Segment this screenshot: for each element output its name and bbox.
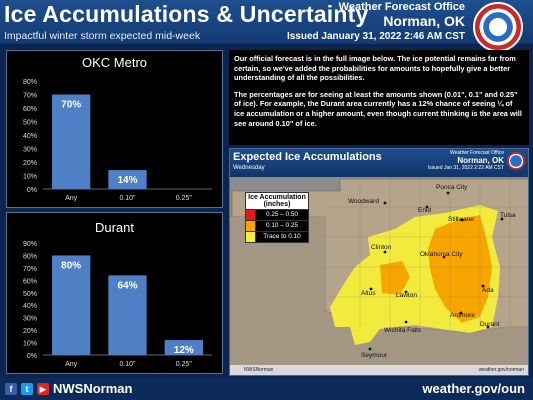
y-tick-label: 30% [23, 147, 37, 154]
city-tulsa: Tulsa [500, 212, 516, 219]
youtube-icon[interactable]: ▶ [37, 383, 49, 395]
bar [108, 170, 147, 189]
explanation-paragraph-1: Our official forecast is in the full ima… [234, 54, 516, 83]
map-office-city: Norman, OK [457, 156, 504, 165]
ice-accumulation-map: Ponca City Woodward Enid Stillwater Tuls… [230, 177, 528, 367]
legend-title: Ice Accumulation (inches) [248, 194, 306, 208]
city-enid: Enid [418, 207, 431, 214]
bar [52, 255, 91, 355]
footer-handle[interactable]: NWSNorman [53, 381, 133, 396]
legend-item: 0.25 – 0.50 [246, 209, 308, 220]
legend-swatch [246, 221, 256, 231]
issued-timestamp: Issued January 31, 2022 2:46 AM CST [286, 31, 465, 42]
map-office-block: Weather Forecast Office Norman, OK Issue… [428, 150, 504, 171]
y-tick-label: 50% [23, 291, 37, 298]
y-tick-label: 60% [23, 106, 37, 113]
city-clinton: Clinton [371, 244, 392, 251]
legend-item: Trace to 0.10 [246, 231, 308, 242]
nws-logo-icon [473, 2, 523, 52]
y-tick-label: 20% [23, 160, 37, 167]
y-tick-label: 80% [23, 253, 37, 260]
explanation-panel: Our official forecast is in the full ima… [229, 50, 529, 145]
x-tick-label: 0.10" [119, 195, 136, 202]
map-nws-logo-icon [507, 152, 525, 170]
durant-chart-panel: Durant 0% 10% 20% 30% 40% 50% 60% 70% 80% 90% 80% A… [6, 212, 223, 374]
y-tick-label: 70% [23, 266, 37, 273]
twitter-icon[interactable]: t [21, 383, 33, 395]
city-ponca: Ponca City [436, 184, 468, 191]
legend-swatch [246, 232, 256, 242]
map-office-label: Weather Forecast Office [449, 150, 504, 156]
facebook-icon[interactable]: f [5, 383, 17, 395]
page-title: Ice Accumulations & Uncertainty [4, 1, 369, 27]
data-label: 12% [174, 345, 194, 356]
x-tick-label: Any [65, 361, 78, 368]
legend-label: 0.25 – 0.50 [256, 210, 308, 220]
okc-chart-title: OKC Metro [81, 55, 147, 70]
okc-chart: 0% 10% 20% 30% 40% 50% 60% 70% 80% 70% Any 14% 0.10"… [23, 79, 212, 202]
legend-label: Trace to 0.10 [256, 232, 308, 242]
y-tick-label: 50% [23, 120, 37, 127]
map-title: Expected Ice Accumulations [233, 151, 382, 163]
footer-bar: f t ▶ NWSNorman weather.gov/oun [0, 378, 533, 400]
legend-label: 0.10 – 0.25 [256, 221, 308, 231]
y-tick-label: 0% [27, 187, 37, 194]
x-tick-label: Any [65, 195, 78, 202]
page-subtitle: Impactful winter storm expected mid-week [4, 30, 201, 42]
explanation-paragraph-2: The percentages are for seeing at least … [234, 89, 522, 128]
city-woodward: Woodward [348, 198, 379, 205]
bar [108, 275, 147, 355]
city-durant: Durant [480, 321, 500, 328]
data-label: 64% [117, 280, 137, 291]
x-tick-label: 0.25" [176, 195, 193, 202]
map-legend: Ice Accumulation (inches) 0.25 – 0.50 0.… [245, 192, 309, 243]
office-city: Norman, OK [383, 13, 465, 29]
x-tick-label: 0.10" [119, 361, 136, 368]
data-label: 80% [61, 260, 81, 271]
okc-chart-panel: OKC Metro 0% 10% 20% 30% 40% 50% 60% 70% 80% 70% A… [6, 50, 223, 208]
header-banner: Ice Accumulations & Uncertainty Impactfu… [0, 0, 533, 52]
y-tick-label: 70% [23, 93, 37, 100]
map-footer: NWSNorman weather.gov/norman [230, 365, 528, 375]
map-footer-handle: NWSNorman [244, 367, 274, 373]
y-tick-label: 40% [23, 133, 37, 140]
city-lawton: Lawton [396, 292, 417, 299]
durant-chart: 0% 10% 20% 30% 40% 50% 60% 70% 80% 90% 80% Any 64% 0.… [23, 241, 212, 368]
data-label: 70% [61, 100, 81, 111]
x-tick-label: 0.25" [176, 361, 193, 368]
ice-map-panel: Expected Ice Accumulations Wednesday Wea… [229, 148, 529, 376]
y-tick-label: 10% [23, 174, 37, 181]
bar [164, 340, 203, 355]
map-header: Expected Ice Accumulations Wednesday Wea… [230, 149, 528, 177]
city-ada: Ada [482, 287, 494, 294]
city-altus: Altus [361, 290, 376, 297]
y-tick-label: 30% [23, 316, 37, 323]
city-okc: Oklahoma City [420, 251, 463, 258]
office-label: Weather Forecast Office [338, 1, 465, 13]
y-tick-label: 90% [23, 241, 37, 248]
map-footer-site: weather.gov/norman [478, 367, 524, 373]
city-wichita-falls: Wichita Falls [384, 327, 422, 334]
y-tick-label: 10% [23, 341, 37, 348]
city-stillwater: Stillwater [448, 216, 475, 223]
legend-swatch [246, 210, 256, 220]
map-issued: Issued Jan 31, 2022 2:22 AM CST [427, 165, 504, 171]
y-tick-label: 80% [23, 79, 37, 86]
y-tick-label: 40% [23, 303, 37, 310]
footer-site-link[interactable]: weather.gov/oun [422, 381, 525, 396]
map-day: Wednesday [233, 165, 265, 171]
city-ardmore: Ardmore [450, 312, 475, 319]
y-tick-label: 60% [23, 278, 37, 285]
data-label: 14% [117, 175, 137, 186]
legend-item: 0.10 – 0.25 [246, 220, 308, 231]
city-seymour: Seymour [361, 352, 388, 359]
y-tick-label: 20% [23, 328, 37, 335]
durant-chart-title: Durant [94, 220, 135, 235]
office-block: Weather Forecast Office Norman, OK Issue… [287, 1, 465, 42]
y-tick-label: 0% [27, 353, 37, 360]
bar [52, 94, 91, 189]
